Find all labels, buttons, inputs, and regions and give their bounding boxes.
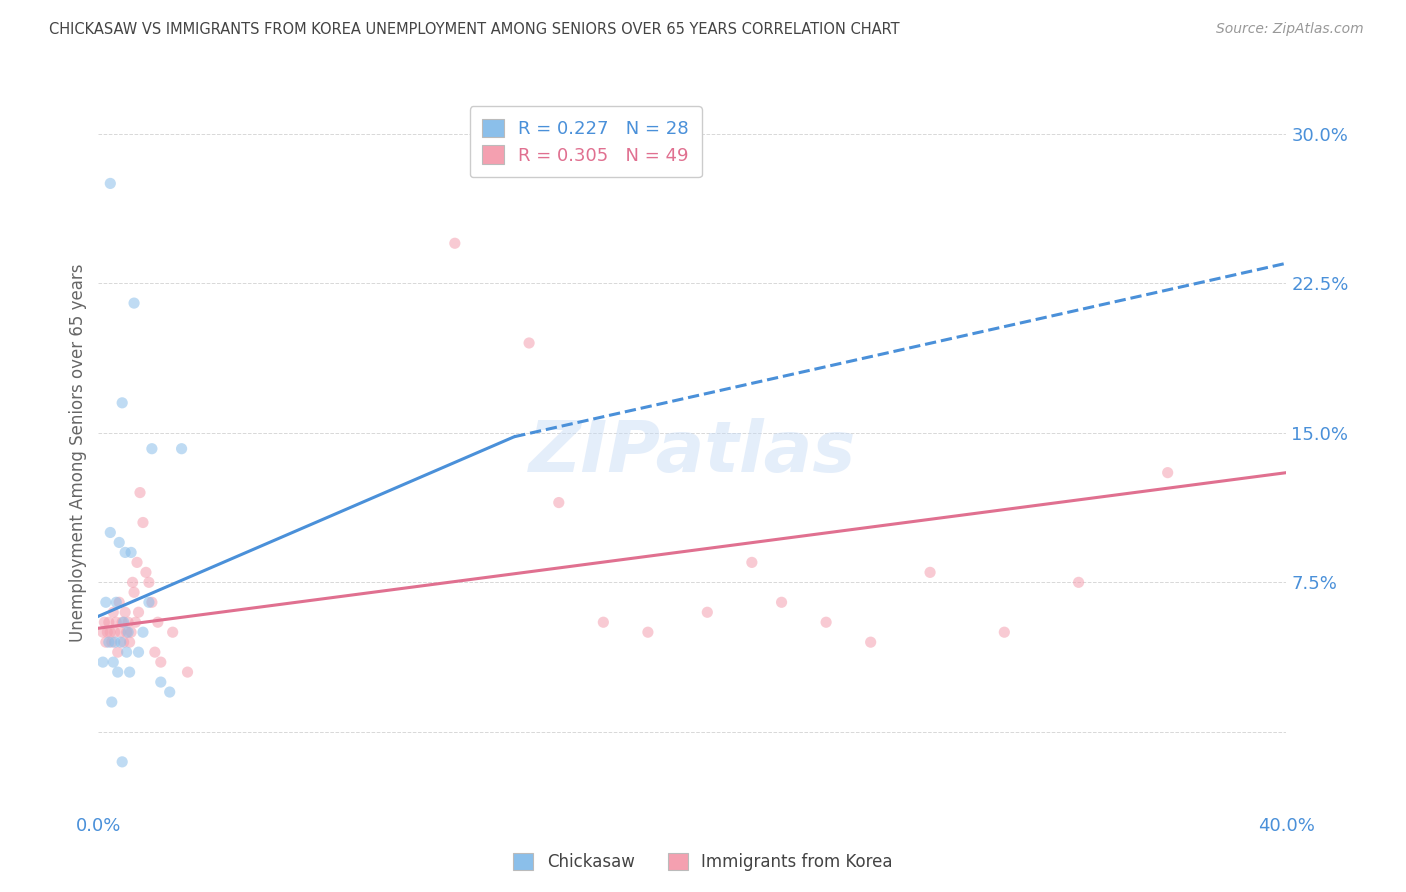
Point [138,595,160,609]
Point [103,605,125,619]
Point [98,525,121,540]
Point [110,625,132,640]
Text: CHICKASAW VS IMMIGRANTS FROM KOREA UNEMPLOYMENT AMONG SENIORS OVER 65 YEARS CORR: CHICKASAW VS IMMIGRANTS FROM KOREA UNEMP… [49,22,900,37]
Point [122,296,145,310]
Point [111,755,134,769]
Point [1156,466,1178,480]
Point [111,615,134,630]
Point [101,635,124,649]
Point [149,655,172,669]
Point [110,635,132,649]
Point [135,566,157,580]
Point [128,645,150,659]
Point [94,635,117,649]
Point [770,595,793,609]
Point [124,615,146,630]
Point [741,555,763,569]
Point [444,236,467,251]
Point [815,615,838,630]
Point [105,615,128,630]
Point [132,625,155,640]
Point [94,595,117,609]
Point [103,655,125,669]
Point [592,615,614,630]
Point [118,665,141,679]
Point [105,595,128,609]
Point [129,485,152,500]
Point [97,635,120,649]
Point [162,625,184,640]
Y-axis label: Unemployment Among Seniors over 65 years: Unemployment Among Seniors over 65 years [69,263,87,642]
Point [112,615,135,630]
Point [115,625,138,640]
Point [104,635,127,649]
Point [170,442,193,456]
Point [517,336,540,351]
Point [121,575,143,590]
Point [159,685,181,699]
Point [859,635,882,649]
Point [696,605,718,619]
Point [141,442,163,456]
Point [132,516,155,530]
Point [117,615,139,630]
Legend: R = 0.227   N = 28, R = 0.305   N = 49: R = 0.227 N = 28, R = 0.305 N = 49 [470,106,702,178]
Point [128,605,150,619]
Point [920,566,942,580]
Legend: Chickasaw, Immigrants from Korea: Chickasaw, Immigrants from Korea [505,845,901,880]
Point [637,625,659,640]
Point [91,655,114,669]
Point [111,396,134,410]
Point [98,177,121,191]
Point [115,645,138,659]
Point [146,615,169,630]
Point [97,615,120,630]
Point [107,645,129,659]
Point [91,625,114,640]
Point [143,645,166,659]
Point [98,625,121,640]
Point [114,605,136,619]
Point [112,635,135,649]
Point [138,575,160,590]
Point [120,625,142,640]
Point [108,595,131,609]
Point [104,625,127,640]
Point [120,545,142,559]
Point [93,615,115,630]
Point [176,665,198,679]
Point [1067,575,1090,590]
Point [114,545,136,559]
Point [993,625,1015,640]
Point [117,625,139,640]
Point [149,675,172,690]
Text: ZIPatlas: ZIPatlas [529,418,856,487]
Point [101,695,124,709]
Point [118,635,141,649]
Text: Source: ZipAtlas.com: Source: ZipAtlas.com [1216,22,1364,37]
Point [96,625,118,640]
Point [108,535,131,549]
Point [125,555,148,569]
Point [122,585,145,599]
Point [107,665,129,679]
Point [141,595,163,609]
Point [547,495,569,509]
